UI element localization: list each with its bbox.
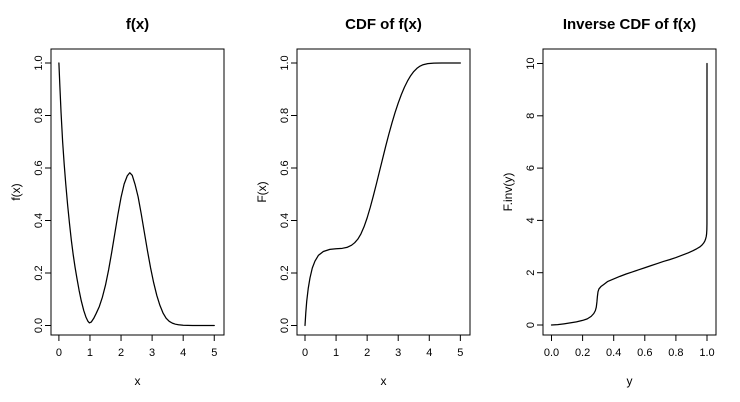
y-axis-label-inverse-cdf: F.inv(y): [501, 173, 515, 212]
plot-box-cdf: [296, 48, 471, 336]
x-axis-label-cdf: x: [381, 374, 387, 388]
x-tick-label-cdf: 1: [333, 347, 339, 359]
x-axis-label-inverse-cdf: y: [627, 374, 633, 388]
x-tick-label-fx: 4: [180, 347, 186, 359]
x-axis-label-fx: x: [135, 374, 141, 388]
y-tick-label-cdf: 0.8: [279, 108, 291, 123]
fx-curve: [58, 62, 215, 327]
x-tick-label-cdf: 5: [457, 347, 463, 359]
y-tick-label-inverse-cdf: 10: [525, 57, 537, 69]
x-tick-label-inverse-cdf: 0.4: [606, 347, 621, 359]
x-tick-label-inverse-cdf: 0.8: [668, 347, 683, 359]
x-tick-label-cdf: 0: [302, 347, 308, 359]
y-axis-label-cdf: F(x): [255, 181, 269, 202]
plot-box-fx: [50, 48, 225, 336]
panel-cdf: 0 1 2 3 4 5 0.0 0.2 0.4 0.6 0.8 1.0 CDF of f(x) x F(x): [255, 16, 471, 388]
y-tick-label-inverse-cdf: 4: [525, 217, 537, 223]
y-tick-label-fx: 0.8: [33, 108, 45, 123]
y-tick-label-cdf: 1.0: [279, 55, 291, 70]
inverse-cdf-curve: [550, 62, 708, 326]
y-tick-label-cdf: 0.6: [279, 160, 291, 175]
y-tick-label-inverse-cdf: 6: [525, 165, 537, 171]
y-tick-label-fx: 0.4: [33, 213, 45, 228]
y-tick-label-fx: 0.2: [33, 265, 45, 280]
panel-title-fx: f(x): [126, 16, 149, 33]
y-tick-label-inverse-cdf: 0: [525, 322, 537, 328]
x-tick-label-inverse-cdf: 0.0: [544, 347, 559, 359]
x-tick-label-fx: 0: [56, 347, 62, 359]
x-tick-label-fx: 5: [211, 347, 217, 359]
cdf-curve: [304, 62, 461, 327]
x-tick-label-cdf: 2: [364, 347, 370, 359]
x-tick-label-fx: 3: [149, 347, 155, 359]
x-tick-label-inverse-cdf: 1.0: [699, 347, 714, 359]
x-tick-label-inverse-cdf: 0.6: [637, 347, 652, 359]
y-tick-label-fx: 1.0: [33, 55, 45, 70]
x-tick-label-cdf: 4: [426, 347, 432, 359]
x-tick-label-cdf: 3: [395, 347, 401, 359]
y-tick-label-fx: 0.6: [33, 160, 45, 175]
panel-inverse-cdf: 0.0 0.2 0.4 0.6 0.8 1.0 0 2 4 6 8 10 Inverse CDF of …: [501, 16, 717, 388]
y-tick-label-fx: 0.0: [33, 318, 45, 333]
y-tick-label-cdf: 0.2: [279, 265, 291, 280]
y-tick-label-inverse-cdf: 2: [525, 270, 537, 276]
x-tick-label-fx: 2: [118, 347, 124, 359]
panel-title-cdf: CDF of f(x): [345, 16, 422, 33]
panel-fx: 0 1 2 3 4 5 0.0 0.2 0.4 0.6 0.8 1.0 f(x) x f(x): [9, 16, 225, 388]
y-tick-label-inverse-cdf: 8: [525, 113, 537, 119]
y-axis-label-fx: f(x): [9, 183, 23, 200]
y-tick-label-cdf: 0.0: [279, 318, 291, 333]
x-tick-label-fx: 1: [87, 347, 93, 359]
x-tick-label-inverse-cdf: 0.2: [575, 347, 590, 359]
plot-box-inverse-cdf: [542, 48, 717, 336]
panel-title-inverse-cdf: Inverse CDF of f(x): [563, 16, 696, 33]
y-tick-label-cdf: 0.4: [279, 213, 291, 228]
